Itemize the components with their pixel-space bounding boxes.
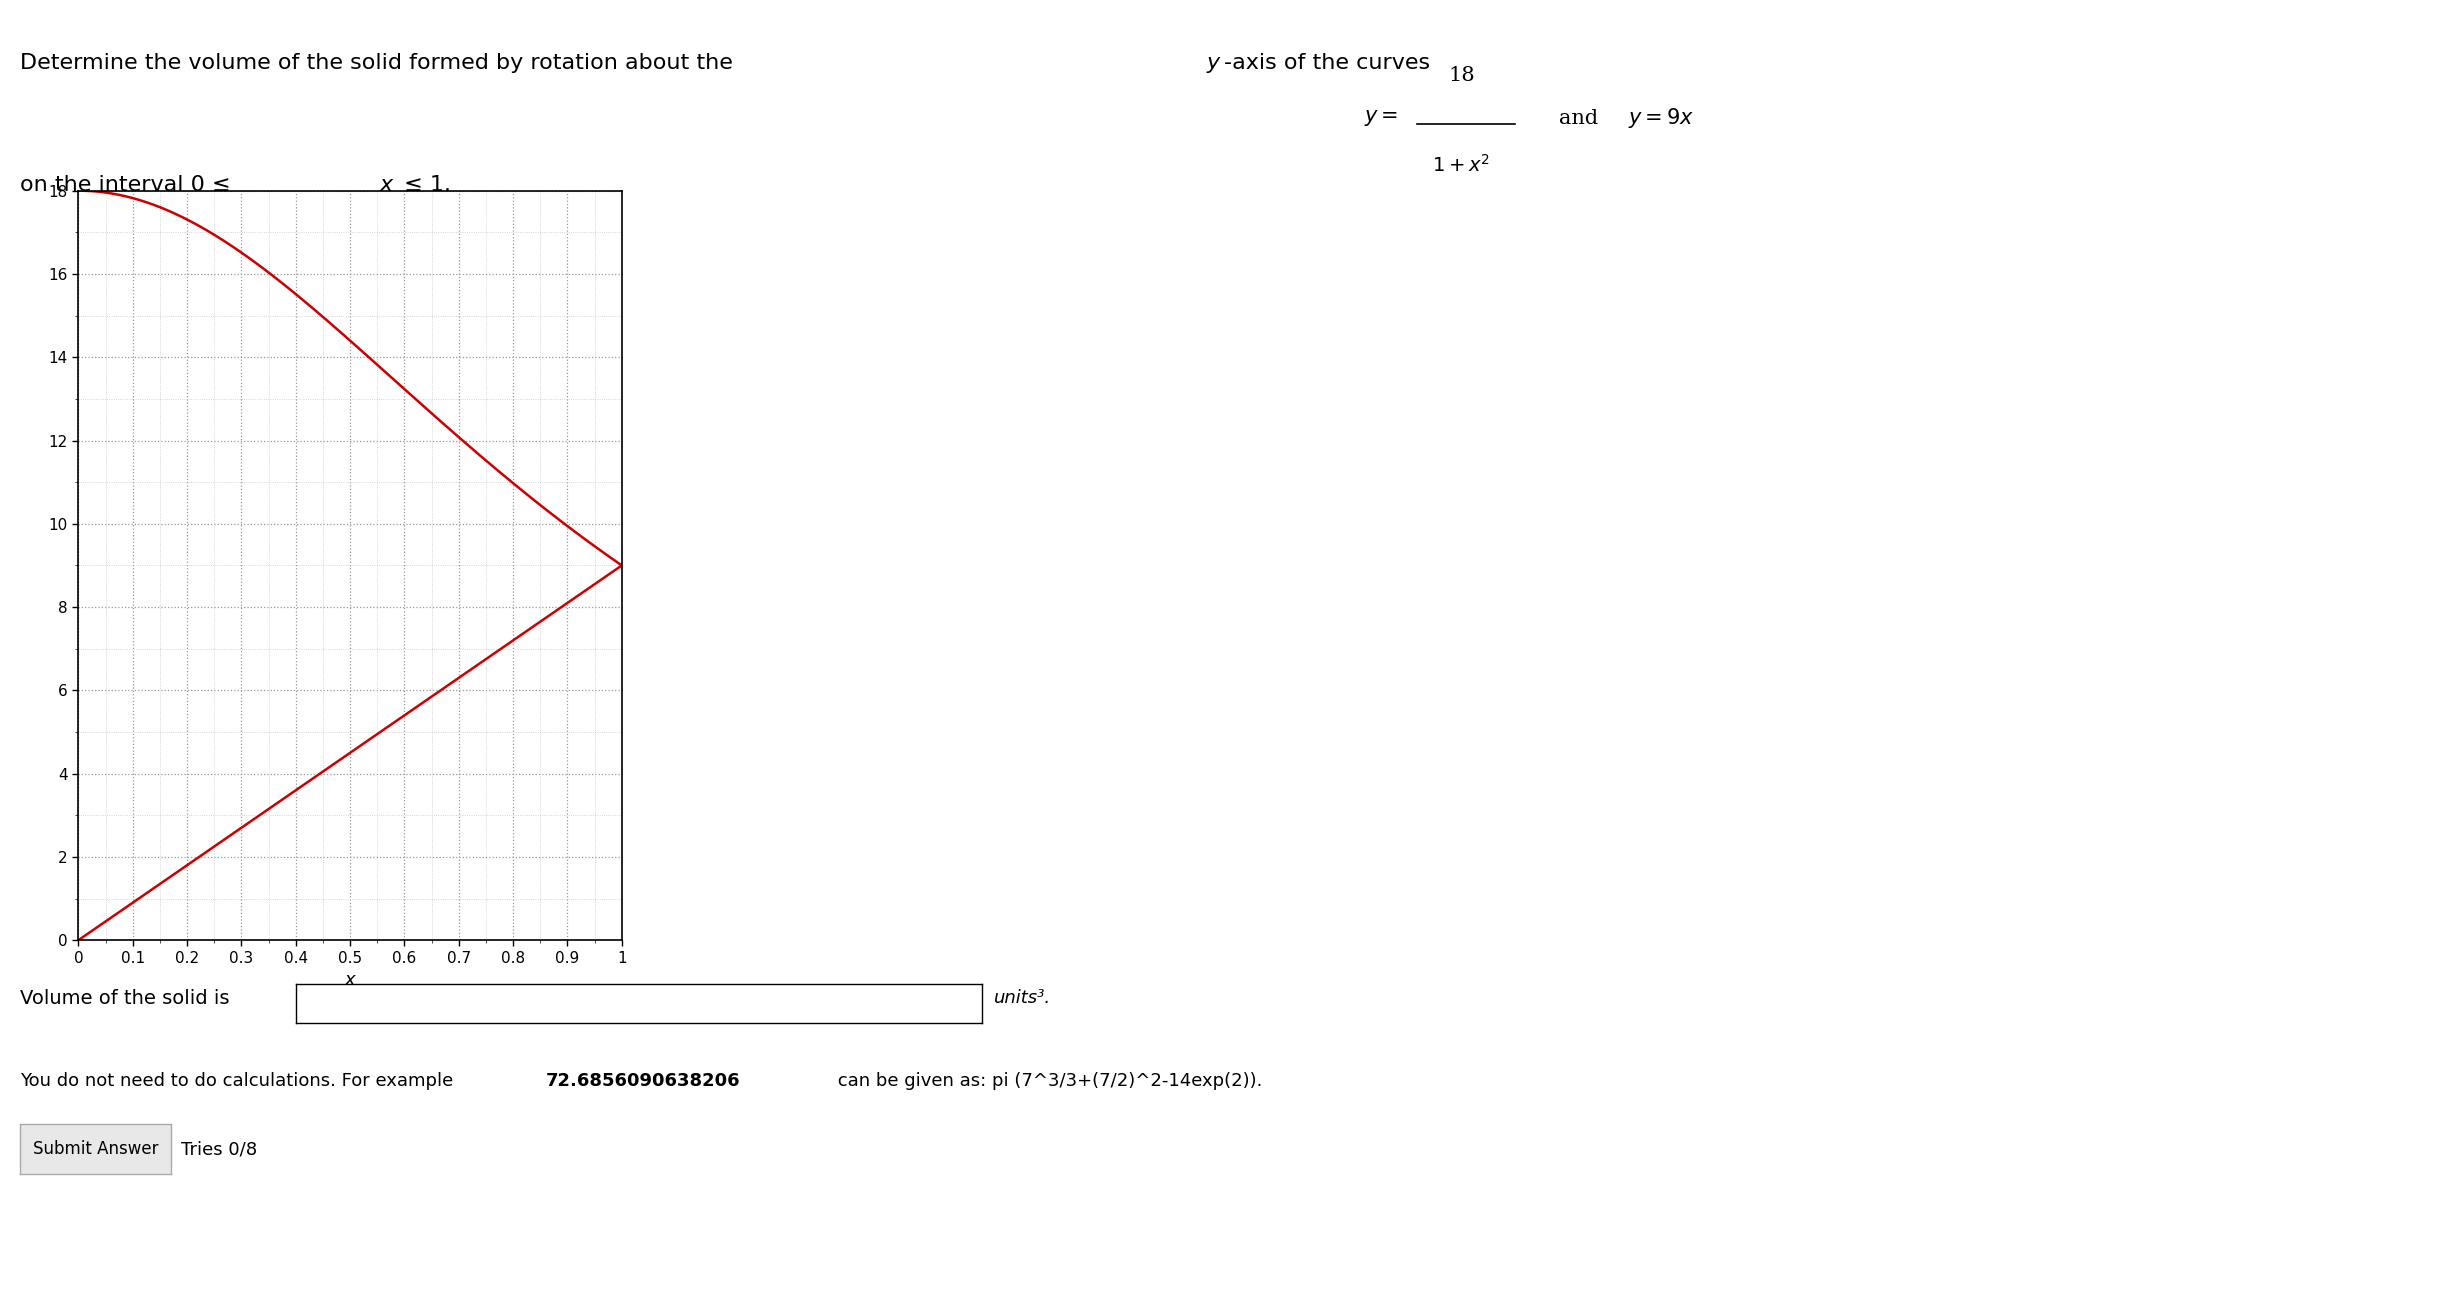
Text: ≤ 1.: ≤ 1. xyxy=(397,175,450,195)
Text: Submit Answer: Submit Answer xyxy=(32,1140,159,1159)
Text: Volume of the solid is: Volume of the solid is xyxy=(20,989,230,1007)
Text: $y =$: $y =$ xyxy=(1364,108,1398,129)
Text: units³.: units³. xyxy=(994,989,1050,1007)
Text: Determine the volume of the solid formed by rotation about the: Determine the volume of the solid formed… xyxy=(20,53,739,72)
Text: $y = 9x$: $y = 9x$ xyxy=(1628,107,1694,130)
Text: 18: 18 xyxy=(1449,67,1474,85)
Text: y: y xyxy=(1207,53,1219,72)
Text: -axis of the curves: -axis of the curves xyxy=(1224,53,1430,72)
Text: You do not need to do calculations. For example: You do not need to do calculations. For … xyxy=(20,1072,458,1090)
Text: on the interval 0 ≤: on the interval 0 ≤ xyxy=(20,175,237,195)
Text: 72.6856090638206: 72.6856090638206 xyxy=(546,1072,742,1090)
Text: $1+x^2$: $1+x^2$ xyxy=(1432,154,1491,176)
X-axis label: x: x xyxy=(345,972,355,989)
Text: x: x xyxy=(379,175,392,195)
Text: can be given as: pi (7^3/3+(7/2)^2-14exp(2)).: can be given as: pi (7^3/3+(7/2)^2-14exp… xyxy=(832,1072,1263,1090)
Text: Tries 0/8: Tries 0/8 xyxy=(181,1140,257,1159)
Text: and: and xyxy=(1559,109,1599,128)
